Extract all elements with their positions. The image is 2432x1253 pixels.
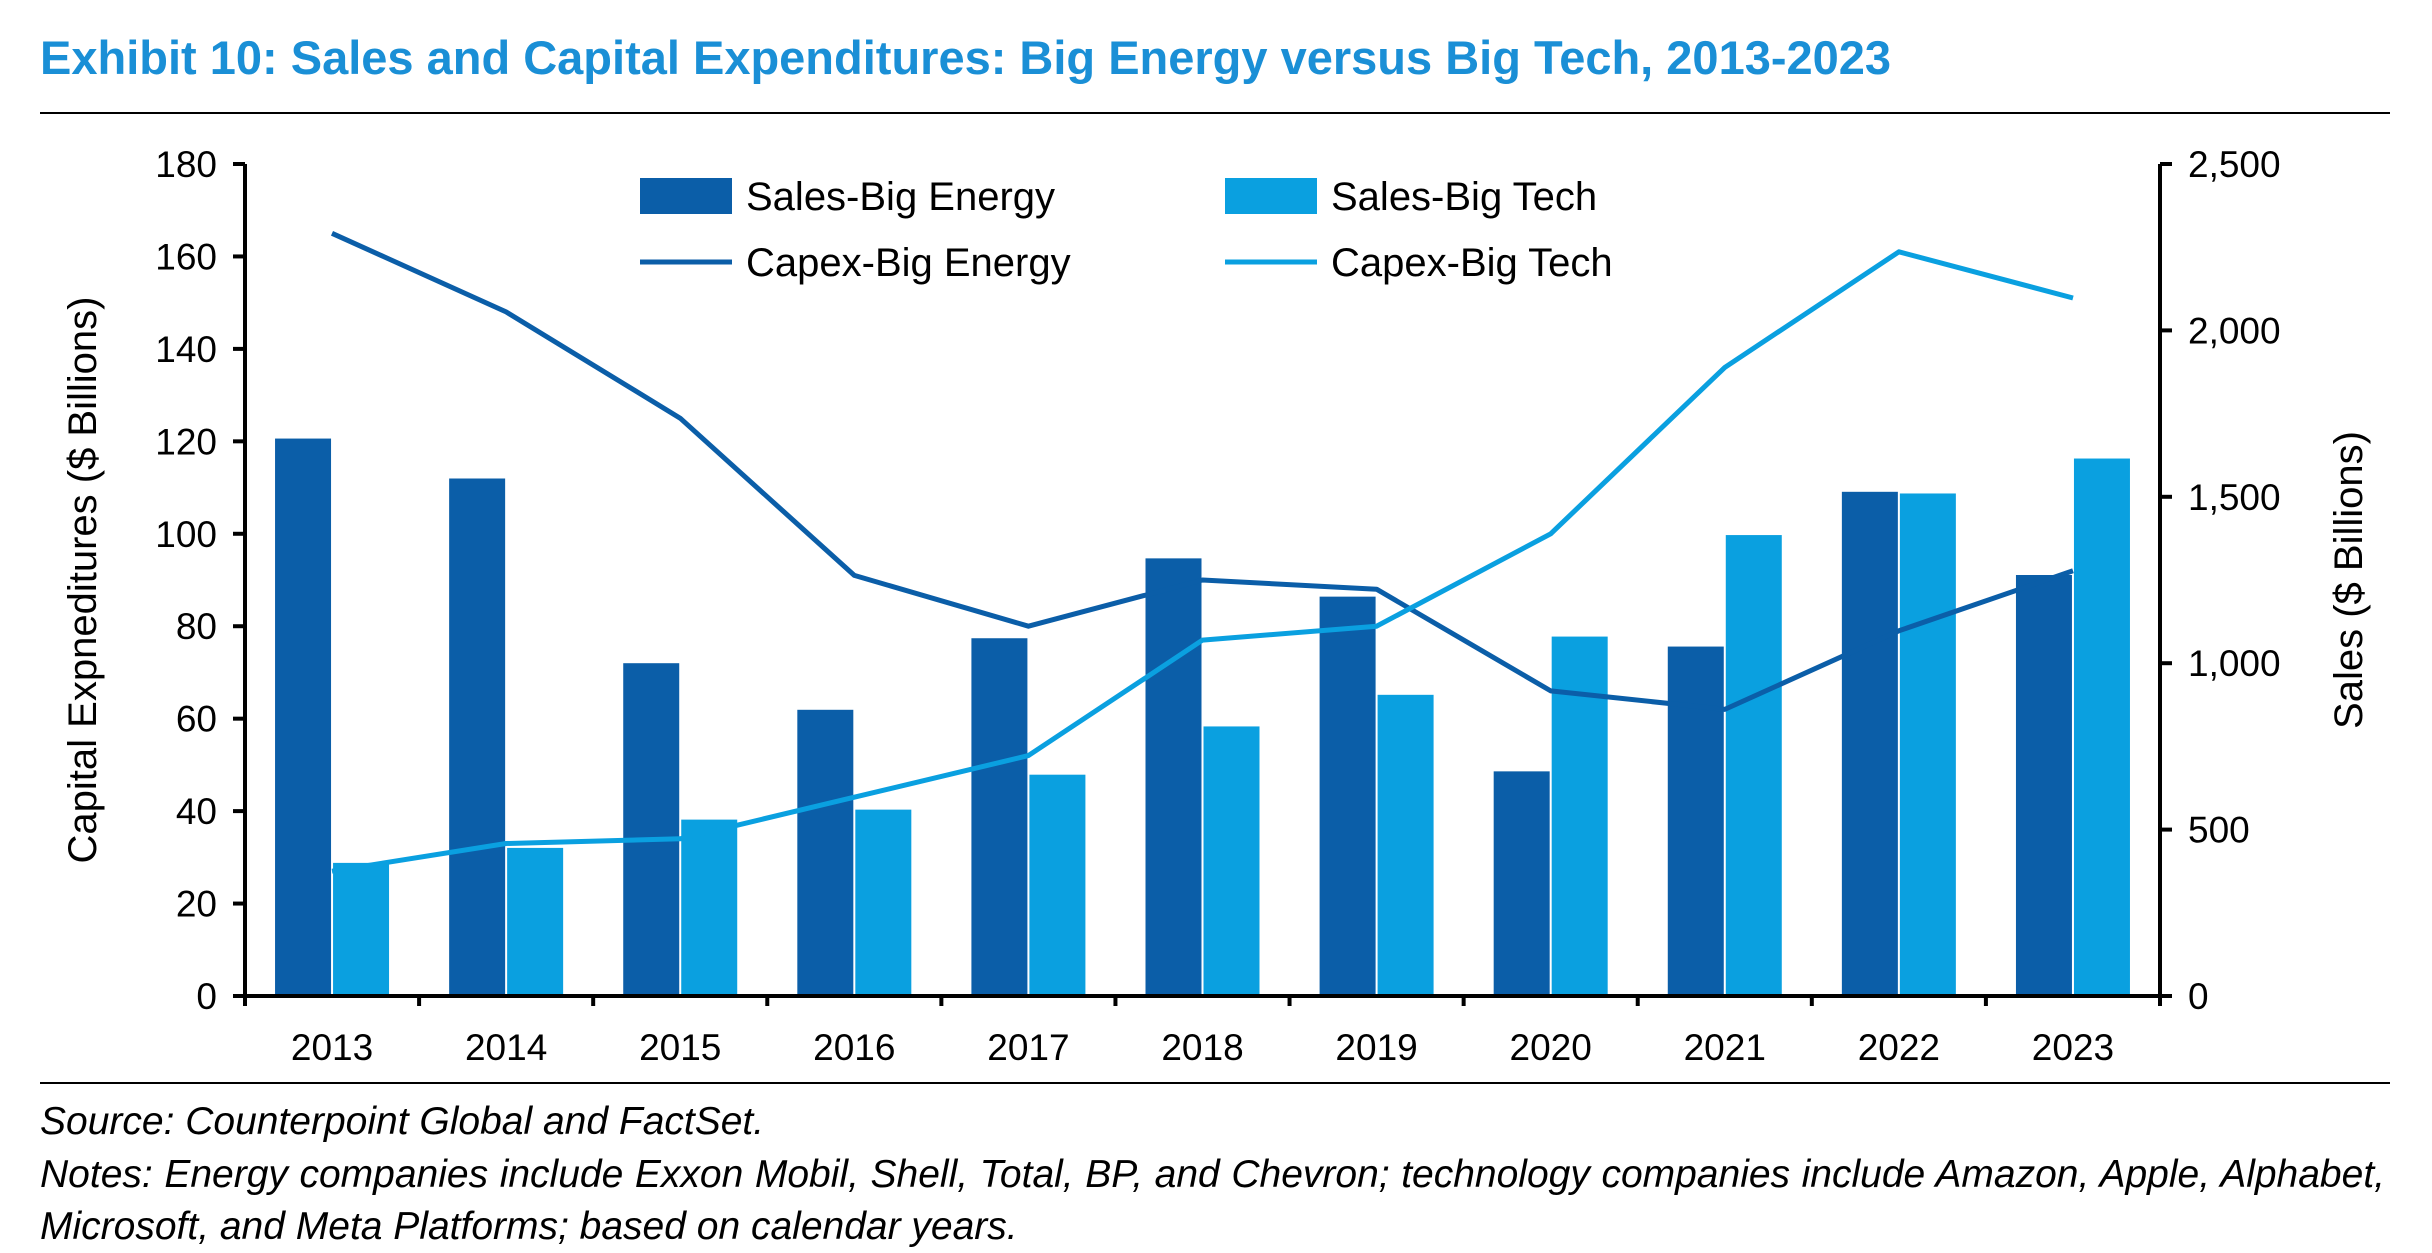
bar — [449, 478, 506, 997]
y-tick-label: 180 — [155, 144, 217, 185]
bar — [1667, 646, 1724, 996]
bar — [681, 819, 738, 996]
x-tick-label: 2017 — [987, 1027, 1069, 1068]
page-title: Exhibit 10: Sales and Capital Expenditur… — [40, 31, 1892, 84]
x-tick-label: 2015 — [639, 1027, 721, 1068]
bar — [1145, 558, 1202, 996]
bar — [1493, 771, 1550, 996]
bar — [1319, 596, 1376, 996]
bar — [1725, 535, 1782, 996]
axes-layer: 0 20 40 60 80 100 120 140 160 180 0 500 1,000 1,500 2,… — [61, 144, 2371, 1068]
y-tick-label: 20 — [176, 884, 217, 925]
x-tick-label: 2023 — [2032, 1027, 2114, 1068]
bar — [1899, 493, 1956, 996]
bar — [333, 862, 390, 996]
footer-divider — [40, 1082, 2390, 1084]
title-divider — [40, 112, 2390, 114]
legend-label: Capex-Big Energy — [746, 241, 1071, 285]
source-note: Source: Counterpoint Global and FactSet. — [40, 1100, 765, 1143]
y2-tick-label: 500 — [2188, 810, 2250, 851]
legend-label: Sales-Big Tech — [1331, 175, 1597, 219]
y-tick-label: 100 — [155, 514, 217, 555]
x-tick-label: 2020 — [1510, 1027, 1592, 1068]
legend-swatch — [640, 178, 732, 214]
bar — [797, 709, 854, 996]
bars-layer — [275, 438, 2130, 997]
y-tick-label: 60 — [176, 699, 217, 740]
y-tick-label: 40 — [176, 791, 217, 832]
legend-label: Capex-Big Tech — [1331, 241, 1613, 285]
y2-tick-label: 2,000 — [2188, 310, 2281, 351]
y-tick-label: 120 — [155, 421, 217, 462]
x-tick-label: 2019 — [1335, 1027, 1417, 1068]
x-tick-label: 2013 — [291, 1027, 373, 1068]
x-tick-label: 2014 — [465, 1027, 547, 1068]
bar — [1841, 491, 1898, 996]
bar — [275, 438, 332, 996]
bar — [2073, 458, 2130, 996]
bar — [623, 663, 680, 996]
x-tick-label: 2018 — [1161, 1027, 1243, 1068]
y2-tick-label: 1,000 — [2188, 643, 2281, 684]
bar — [507, 847, 564, 996]
y-tick-label: 140 — [155, 329, 217, 370]
lines-layer — [330, 231, 2074, 874]
x-tick-label: 2021 — [1684, 1027, 1766, 1068]
series-line — [330, 231, 2074, 712]
y2-axis-title: Sales ($ Billions) — [2327, 431, 2371, 729]
legend: Sales-Big Energy Sales-Big Tech Capex-Big … — [640, 175, 1613, 285]
x-tick-label: 2016 — [813, 1027, 895, 1068]
notes-text: Notes: Energy companies include Exxon Mo… — [40, 1153, 2385, 1248]
bar — [855, 809, 912, 996]
y-tick-label: 0 — [196, 976, 217, 1017]
bar — [2015, 575, 2072, 996]
bar — [971, 638, 1028, 996]
y-tick-label: 160 — [155, 236, 217, 277]
y2-tick-label: 0 — [2188, 976, 2209, 1017]
chart: 0 20 40 60 80 100 120 140 160 180 0 500 1,000 1,500 2,… — [61, 144, 2371, 1068]
legend-swatch — [1225, 178, 1317, 214]
legend-label: Sales-Big Energy — [746, 175, 1055, 219]
x-tick-label: 2022 — [1858, 1027, 1940, 1068]
bar — [1029, 774, 1086, 996]
bar — [1203, 726, 1260, 996]
y-axis-title: Capital Expneditures ($ Billions) — [61, 297, 105, 864]
series-line — [331, 249, 2074, 874]
y2-tick-label: 1,500 — [2188, 477, 2281, 518]
bar — [1377, 694, 1434, 996]
y-tick-label: 80 — [176, 606, 217, 647]
y2-tick-label: 2,500 — [2188, 144, 2281, 185]
